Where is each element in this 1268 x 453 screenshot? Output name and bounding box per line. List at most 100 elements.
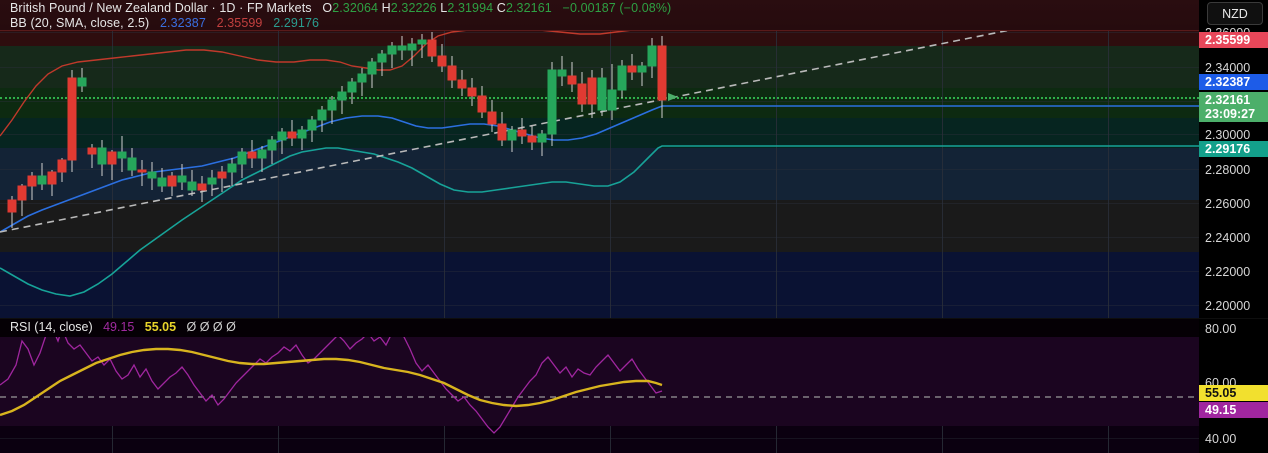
- candle-body[interactable]: [57, 159, 67, 173]
- candle-body[interactable]: [637, 65, 647, 73]
- candle-body[interactable]: [207, 177, 217, 185]
- ohlc-close-value: 2.32161: [505, 1, 552, 15]
- candle-body[interactable]: [597, 77, 607, 111]
- timeframe-label[interactable]: 1D: [219, 1, 236, 15]
- candle-body[interactable]: [607, 89, 617, 111]
- countdown-badge[interactable]: 23:09:27: [1199, 106, 1268, 122]
- axis-tick-label: 2.20000: [1205, 299, 1251, 313]
- candlestick-series[interactable]: [7, 32, 667, 228]
- candle-body[interactable]: [437, 55, 447, 67]
- candle-body[interactable]: [257, 149, 267, 159]
- zone-deep-blue: [0, 252, 1199, 318]
- price-axis[interactable]: NZD 2.360002.340002.320002.300002.280002…: [1199, 0, 1268, 318]
- candle-body[interactable]: [117, 151, 127, 159]
- candle-body[interactable]: [327, 99, 337, 111]
- candle-body[interactable]: [287, 131, 297, 139]
- candle-body[interactable]: [77, 77, 87, 87]
- candle-body[interactable]: [417, 39, 427, 45]
- bb-basis-badge[interactable]: 2.32387: [1199, 74, 1268, 90]
- rsi-label[interactable]: RSI (14, close): [10, 320, 93, 334]
- candle-body[interactable]: [407, 43, 417, 51]
- price-change: −0.00187: [562, 1, 616, 15]
- currency-label[interactable]: NZD: [1207, 2, 1263, 25]
- candle-body[interactable]: [157, 177, 167, 187]
- candle-body[interactable]: [627, 65, 637, 73]
- candle-body[interactable]: [247, 151, 257, 159]
- candle-body[interactable]: [67, 77, 77, 161]
- candle-body[interactable]: [147, 171, 157, 179]
- candle-body[interactable]: [337, 91, 347, 101]
- bb-upper-value: 2.35599: [216, 16, 263, 30]
- symbol-name[interactable]: British Pound / New Zealand Dollar: [10, 1, 208, 15]
- price-gridline: [0, 237, 1199, 238]
- rsi-axis[interactable]: 80.00 60.00 40.00 55.05 49.15: [1199, 319, 1268, 453]
- candle-body[interactable]: [7, 199, 17, 213]
- candle-body[interactable]: [397, 45, 407, 51]
- candle-body[interactable]: [197, 183, 207, 191]
- candle-body[interactable]: [567, 75, 577, 85]
- candle-body[interactable]: [347, 81, 357, 93]
- candle-body[interactable]: [137, 169, 147, 173]
- candle-body[interactable]: [517, 129, 527, 137]
- rsi-indicator-pane[interactable]: RSI (14, close) 49.15 55.05 Ø Ø Ø Ø: [0, 319, 1199, 453]
- candle-body[interactable]: [497, 123, 507, 141]
- candle-body[interactable]: [377, 53, 387, 63]
- candle-body[interactable]: [317, 109, 327, 121]
- price-chart-pane[interactable]: British Pound / New Zealand Dollar · 1D …: [0, 0, 1199, 318]
- trendline[interactable]: [0, 0, 1161, 233]
- candle-body[interactable]: [457, 79, 467, 89]
- bb-lower-badge[interactable]: 2.29176: [1199, 141, 1268, 157]
- candle-body[interactable]: [17, 185, 27, 201]
- bb-label[interactable]: BB (20, SMA, close, 2.5): [10, 16, 150, 30]
- candle-body[interactable]: [577, 83, 587, 105]
- candle-body[interactable]: [547, 69, 557, 135]
- candle-body[interactable]: [227, 163, 237, 173]
- candle-body[interactable]: [127, 157, 137, 171]
- candle-body[interactable]: [277, 131, 287, 141]
- candle-body[interactable]: [647, 45, 657, 67]
- candle-body[interactable]: [507, 129, 517, 141]
- ohlc-high-label: H: [381, 1, 391, 15]
- rsi-legend-row: RSI (14, close) 49.15 55.05 Ø Ø Ø Ø: [10, 320, 236, 334]
- candle-body[interactable]: [297, 129, 307, 139]
- axis-tick-label: 2.24000: [1205, 231, 1251, 245]
- candle-body[interactable]: [37, 175, 47, 185]
- candle-body[interactable]: [537, 133, 547, 143]
- legend-sep-2: ·: [239, 1, 244, 15]
- candle-body[interactable]: [267, 139, 277, 151]
- chart-legend: British Pound / New Zealand Dollar · 1D …: [0, 0, 1199, 31]
- candle-body[interactable]: [97, 147, 107, 165]
- candle-body[interactable]: [467, 87, 477, 97]
- candle-body[interactable]: [367, 61, 377, 75]
- candle-body[interactable]: [107, 151, 117, 165]
- last-price-badge[interactable]: 2.32161: [1199, 92, 1268, 108]
- rsi-band-fill: [0, 330, 1199, 426]
- candle-body[interactable]: [477, 95, 487, 113]
- bb-upper-badge[interactable]: 2.35599: [1199, 32, 1268, 48]
- candle-body[interactable]: [167, 175, 177, 187]
- axis-tick-label: 2.22000: [1205, 265, 1251, 279]
- candle-body[interactable]: [487, 111, 497, 125]
- candle-body[interactable]: [237, 151, 247, 165]
- candle-body[interactable]: [427, 39, 437, 57]
- candle-body[interactable]: [587, 77, 597, 105]
- symbol-legend-row: British Pound / New Zealand Dollar · 1D …: [10, 1, 671, 15]
- rsi-value-badge[interactable]: 49.15: [1199, 402, 1268, 418]
- candle-body[interactable]: [387, 45, 397, 55]
- candle-body[interactable]: [177, 175, 187, 183]
- candle-body[interactable]: [307, 119, 317, 131]
- candle-body[interactable]: [657, 45, 667, 101]
- candle-body[interactable]: [217, 171, 227, 179]
- candle-body[interactable]: [617, 65, 627, 91]
- vertical-gridline: [776, 0, 777, 318]
- candle-body[interactable]: [187, 181, 197, 191]
- candle-body[interactable]: [27, 175, 37, 187]
- rsi-ma-badge[interactable]: 55.05: [1199, 385, 1268, 401]
- candle-body[interactable]: [527, 135, 537, 143]
- candle-body[interactable]: [87, 147, 97, 155]
- rsi-legend: RSI (14, close) 49.15 55.05 Ø Ø Ø Ø: [0, 319, 1199, 337]
- candle-body[interactable]: [47, 171, 57, 185]
- candle-body[interactable]: [357, 73, 367, 83]
- candle-body[interactable]: [557, 69, 567, 77]
- candle-body[interactable]: [447, 65, 457, 81]
